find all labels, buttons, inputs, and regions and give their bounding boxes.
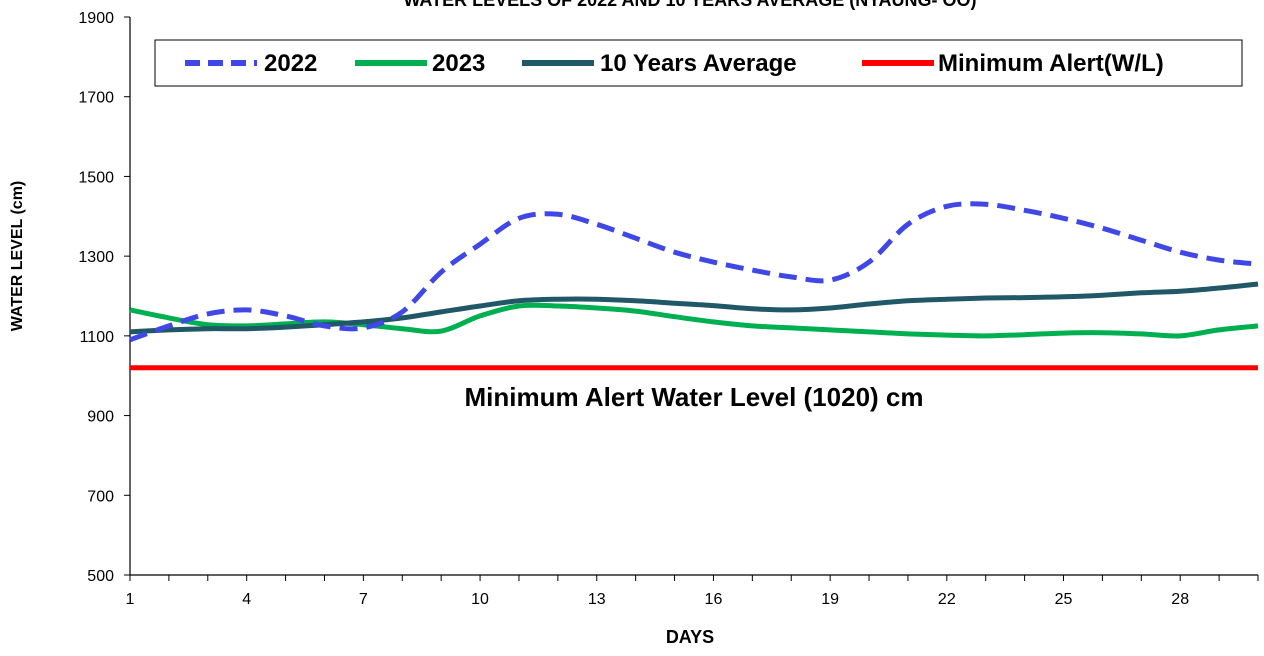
series-line-10-years-average: [129, 281, 1259, 335]
x-tick-label: 13: [588, 591, 606, 608]
y-tick-label: 1900: [78, 10, 114, 27]
y-tick-label: 1500: [78, 169, 114, 186]
series-line-2022: [129, 201, 1259, 343]
y-tick-label: 700: [87, 488, 114, 505]
legend-box: [154, 39, 1243, 87]
series-line-2023: [129, 302, 1259, 339]
x-tick-label: 4: [242, 591, 251, 608]
legend-label-2022: 2022: [264, 50, 317, 77]
y-tick-label: 500: [87, 568, 114, 585]
x-tick-label: 16: [705, 591, 723, 608]
x-tick-label: 22: [938, 591, 956, 608]
annotation-min-alert: Minimum Alert Water Level (1020) cm: [465, 382, 924, 412]
y-tick-label: 1100: [80, 329, 115, 346]
x-tick-label: 7: [359, 591, 368, 608]
y-axis: 500 700 900 1100 1300 1500 1700 1900: [78, 10, 130, 585]
x-axis-label: DAYS: [666, 627, 714, 647]
x-axis: 1 4 7 10 13 16 19 22 25 28: [126, 575, 1259, 608]
series-layer: [129, 201, 1259, 371]
x-tick-label: 25: [1055, 591, 1073, 608]
x-tick-label: 28: [1171, 591, 1189, 608]
x-tick-label: 19: [821, 591, 839, 608]
x-tick-label: 10: [471, 591, 489, 608]
legend-label-2023: 2023: [432, 50, 485, 77]
legend-label-10-years-average: 10 Years Average: [600, 50, 797, 77]
legend-label-minimum-alert-w-l: Minimum Alert(W/L): [938, 50, 1164, 77]
chart-title: WATER LEVELS OF 2022 AND 10 YEARS AVERAG…: [403, 0, 976, 10]
y-tick-label: 1300: [78, 249, 114, 266]
x-tick-label: 1: [126, 591, 135, 608]
legend: 2022 2023 10 Years Average Minimum Alert(W/…: [154, 39, 1243, 87]
plot-frame: [129, 17, 1258, 576]
y-tick-label: 900: [87, 409, 114, 426]
y-axis-label: WATER LEVEL (cm): [9, 181, 26, 332]
y-tick-label: 1700: [78, 90, 114, 107]
